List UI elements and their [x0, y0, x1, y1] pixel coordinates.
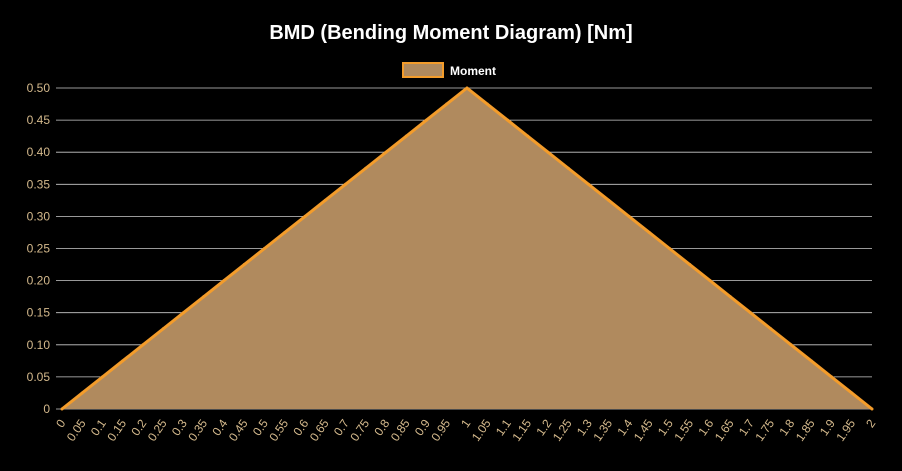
- data-point[interactable]: [728, 295, 732, 299]
- x-tick-label: 1.25: [550, 416, 575, 443]
- x-axis: 00.05 0.10.15 0.20.25 0.30.35 0.40.45 0.50.55…: [53, 416, 878, 443]
- x-tick-label: 0.05: [64, 416, 89, 443]
- data-point[interactable]: [850, 391, 854, 395]
- data-point[interactable]: [870, 407, 874, 411]
- y-tick-label: 0.40: [27, 145, 51, 159]
- data-point[interactable]: [607, 198, 611, 202]
- y-tick-label: 0: [43, 402, 50, 416]
- data-point[interactable]: [789, 343, 793, 347]
- y-axis: 0 0.05 0.10 0.15 0.20 0.25 0.30 0.35 0.40 0.45 0.5…: [27, 81, 51, 416]
- data-point[interactable]: [749, 311, 752, 315]
- data-point[interactable]: [141, 343, 145, 347]
- y-tick-label: 0.25: [27, 242, 51, 256]
- legend-label-moment[interactable]: Moment: [450, 64, 496, 78]
- x-tick-label: 0.35: [185, 416, 210, 443]
- x-tick-label: 1.85: [793, 416, 818, 443]
- chart-legend[interactable]: Moment: [402, 62, 496, 78]
- x-tick-label: 1.15: [509, 416, 534, 443]
- data-point[interactable]: [222, 279, 226, 283]
- y-tick-label: 0.50: [27, 81, 51, 95]
- moment-area-fill: [62, 88, 872, 409]
- y-tick-label: 0.20: [27, 274, 51, 288]
- data-point[interactable]: [769, 327, 773, 331]
- data-point[interactable]: [546, 150, 550, 154]
- y-tick-label: 0.30: [27, 209, 51, 223]
- data-point[interactable]: [161, 327, 165, 331]
- data-point[interactable]: [182, 311, 185, 315]
- y-tick-label: 0.15: [27, 306, 51, 320]
- data-point[interactable]: [445, 102, 449, 106]
- x-tick-label: 0.55: [266, 416, 291, 443]
- y-tick-label: 0.10: [27, 338, 51, 352]
- x-tick-label: 0.65: [307, 416, 332, 443]
- x-tick-label: 0.45: [226, 416, 251, 443]
- data-point[interactable]: [323, 198, 327, 202]
- x-tick-label: 1.35: [590, 416, 615, 443]
- x-tick-label: 0.15: [104, 416, 129, 443]
- data-point[interactable]: [566, 166, 570, 170]
- data-point[interactable]: [425, 118, 428, 122]
- data-point[interactable]: [708, 279, 712, 283]
- data-point[interactable]: [101, 375, 104, 379]
- x-tick-label: 0.75: [347, 416, 372, 443]
- legend-swatch-moment[interactable]: [402, 62, 444, 78]
- data-point[interactable]: [668, 247, 671, 250]
- x-tick-label: 1.05: [469, 416, 494, 443]
- chart-title: BMD (Bending Moment Diagram) [Nm]: [269, 22, 632, 44]
- data-point[interactable]: [242, 263, 246, 267]
- data-point[interactable]: [263, 247, 266, 250]
- x-tick-label: 1.45: [631, 416, 656, 443]
- data-point[interactable]: [80, 391, 84, 395]
- x-tick-label: 1.65: [712, 416, 737, 443]
- x-tick-label: 1.55: [671, 416, 696, 443]
- y-tick-label: 0.45: [27, 113, 51, 127]
- data-point[interactable]: [303, 214, 307, 218]
- x-tick-label: 0.95: [428, 416, 453, 443]
- x-tick-label: 1: [458, 416, 473, 430]
- data-point[interactable]: [830, 375, 833, 379]
- x-tick-label: 0.25: [145, 416, 170, 443]
- data-point[interactable]: [485, 102, 489, 106]
- data-point[interactable]: [384, 150, 388, 154]
- x-tick-label: 1.75: [752, 416, 777, 443]
- data-point[interactable]: [688, 263, 692, 267]
- data-point[interactable]: [647, 230, 651, 234]
- data-point[interactable]: [344, 182, 347, 186]
- x-tick-label: 0.85: [388, 416, 413, 443]
- y-tick-label: 0.05: [27, 370, 51, 384]
- x-tick-label: 1.95: [833, 416, 858, 443]
- data-point[interactable]: [283, 230, 287, 234]
- data-point[interactable]: [60, 407, 64, 411]
- series-moment: [60, 86, 874, 411]
- x-tick-label: 2: [863, 416, 878, 430]
- data-point[interactable]: [587, 182, 590, 186]
- x-tick-label: 0: [53, 416, 68, 430]
- data-point[interactable]: [526, 134, 530, 138]
- data-point[interactable]: [809, 359, 813, 363]
- data-point[interactable]: [465, 86, 469, 90]
- data-point[interactable]: [627, 214, 631, 218]
- data-point[interactable]: [404, 134, 408, 138]
- data-point[interactable]: [364, 166, 368, 170]
- data-point[interactable]: [202, 295, 206, 299]
- y-tick-label: 0.35: [27, 177, 51, 191]
- data-point[interactable]: [121, 359, 125, 363]
- data-point[interactable]: [506, 118, 509, 122]
